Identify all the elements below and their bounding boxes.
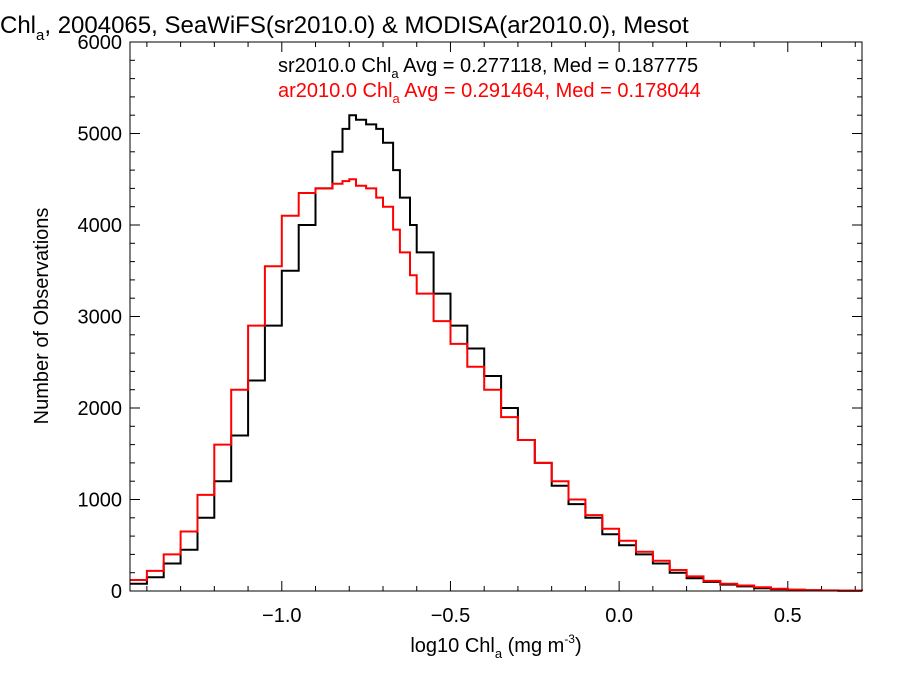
y-tick-label: 4000 [78,215,123,237]
x-axis-label-close: ) [575,635,582,657]
x-axis-label-main: log10 Chl [410,635,495,657]
legend-series-sr2010: sr2010.0 Chla Avg = 0.277118, Med = 0.18… [278,55,698,81]
chart-title-subscript: a [36,27,45,44]
x-tick-label: −1.0 [262,605,301,627]
x-axis-label-subscript: a [495,646,503,661]
chart-title: Chla, 2004065, SeaWiFS(sr2010.0) & MODIS… [0,12,689,44]
y-axis-ticks: 0 1000 2000 3000 4000 5000 6000 [78,32,862,603]
legend-sr2010-subscript: a [391,66,399,81]
x-axis-ticks: −1.0 −0.5 0.0 0.5 [146,42,856,627]
y-axis-label: Number of Observations [31,208,53,425]
x-axis-label-units: (mg m [502,635,564,657]
y-tick-label: 1000 [78,490,123,512]
x-tick-label: −0.5 [431,605,470,627]
x-axis-label: log10 Chla (mg m-3) [410,632,581,661]
series-layer [130,114,863,592]
y-tick-label: 0 [111,581,122,603]
legend-ar2010-rest: Avg = 0.291464, Med = 0.178044 [400,80,701,102]
y-tick-label: 5000 [78,124,123,146]
y-tick-label: 3000 [78,307,123,329]
legend-sr2010-main: sr2010.0 Chl [278,55,391,77]
chart-title-main: Chl [0,12,36,39]
y-tick-label: 6000 [78,32,123,54]
legend-sr2010-rest: Avg = 0.277118, Med = 0.187775 [399,55,699,77]
legend-series-ar2010: ar2010.0 Chla Avg = 0.291464, Med = 0.17… [278,80,701,106]
series-line-ar2010 [130,178,863,592]
series-line-sr2010 [130,114,863,592]
x-tick-label: 0.0 [605,605,633,627]
x-tick-label: 0.5 [774,605,802,627]
plot-frame [129,41,863,592]
legend-ar2010-subscript: a [393,91,401,106]
chart-title-rest: , 2004065, SeaWiFS(sr2010.0) & MODISA(ar… [44,12,689,39]
y-tick-label: 2000 [78,398,123,420]
x-axis-label-superscript: -3 [564,632,575,646]
legend-ar2010-main: ar2010.0 Chl [278,80,393,102]
